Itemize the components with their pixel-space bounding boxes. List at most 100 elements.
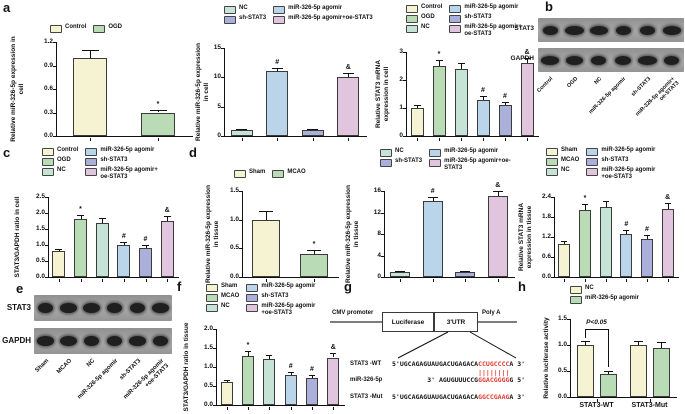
y-axis-title-text: STAT3/GAPDH ratio in tissue bbox=[183, 322, 191, 412]
y-tick-mark bbox=[239, 219, 242, 221]
y-axis-title-text: Relative miR-326-5p expression in cell bbox=[10, 36, 25, 142]
y-axis-title-text: Relative luciferase activity bbox=[543, 317, 551, 399]
legend-swatch-purple bbox=[224, 16, 236, 24]
legend: Control OGD bbox=[50, 24, 122, 33]
bar bbox=[252, 219, 280, 277]
plot-area bbox=[242, 191, 339, 278]
legend-item: miR-326-5p agomir bbox=[449, 4, 522, 13]
legend-item: miR-326-5p agomir bbox=[429, 148, 520, 157]
legend-label: sh-STAT3 bbox=[464, 14, 492, 20]
y-tick-mark bbox=[45, 213, 48, 214]
bar bbox=[139, 248, 152, 277]
x-tick-mark bbox=[596, 398, 598, 402]
legend-item: miR-326-5p agomir +oe-STAT3 bbox=[586, 167, 655, 181]
y-tick-mark bbox=[221, 136, 224, 137]
legend-label: miR-326-5p agomir+ oe-STAT3 bbox=[100, 167, 158, 181]
y-tick-label: 0.5 bbox=[35, 257, 45, 264]
legend-label: NC bbox=[395, 148, 404, 154]
legend-item: miR-326-5p agomir+oe-STAT3 bbox=[429, 158, 520, 172]
blot-band bbox=[542, 25, 558, 35]
bar bbox=[487, 196, 508, 277]
x-tick-mark bbox=[417, 137, 418, 141]
blot-band bbox=[153, 336, 168, 346]
y-tick-mark bbox=[381, 255, 384, 257]
bar bbox=[498, 105, 512, 136]
y-tick-mark bbox=[403, 108, 406, 109]
legend-swatch-blue bbox=[246, 284, 259, 292]
legend-item: OGD bbox=[93, 24, 122, 33]
x-tick-mark bbox=[585, 278, 586, 282]
legend-label: Control bbox=[65, 24, 87, 30]
bar bbox=[230, 130, 253, 136]
bracket-line bbox=[585, 329, 608, 331]
bracket-left-stem bbox=[585, 329, 586, 339]
legend-swatch-cream bbox=[234, 170, 246, 178]
error-bar-stem bbox=[80, 214, 82, 220]
legend-item: NC bbox=[42, 167, 78, 181]
y-tick-label: 5 bbox=[217, 102, 221, 110]
blot-strip-gapdh bbox=[538, 48, 684, 72]
sig-marker: * bbox=[156, 101, 160, 109]
legend-label: Control bbox=[57, 147, 79, 153]
x-tick-mark bbox=[505, 137, 506, 141]
legend-label: miR-326-5p agomir+ oe-STAT3 bbox=[464, 24, 522, 38]
y-tick-mark bbox=[53, 42, 56, 43]
sig-marker: & bbox=[665, 194, 671, 201]
blot-band bbox=[130, 303, 145, 313]
legend-swatch-cream bbox=[406, 5, 418, 13]
legend-swatch-blue bbox=[273, 6, 286, 14]
legend-item: MCAO bbox=[272, 169, 306, 178]
y-tick-label: 2 bbox=[399, 76, 403, 83]
legend-label: sh-STAT3 bbox=[239, 15, 267, 21]
sequence-text: 3' AGUGUUUCCGGGACGGGGG 5' bbox=[392, 377, 525, 384]
blot-band bbox=[662, 25, 682, 35]
legend-item: sh-STAT3 bbox=[380, 158, 422, 172]
legend-label: MCAO bbox=[221, 293, 240, 299]
bar bbox=[73, 57, 107, 136]
bar bbox=[117, 245, 131, 277]
bar bbox=[95, 222, 109, 277]
sequence-row-label: STAT3 -WT bbox=[350, 361, 382, 367]
plot-area bbox=[554, 197, 679, 278]
error-bar-stem bbox=[312, 375, 313, 379]
legend-label: miR-326-5p agomir bbox=[261, 283, 316, 289]
y-tick-label: 12 bbox=[373, 208, 381, 216]
y-tick-mark bbox=[381, 212, 384, 214]
sequence-row-label: miR-326-5p bbox=[350, 377, 383, 383]
chart-c: Control OGD NC miR-326-5p agomir sh-STAT3 miR… bbox=[8, 147, 184, 283]
sequence-seed-red: |||||||| bbox=[478, 369, 510, 377]
blot-band bbox=[615, 25, 631, 35]
bar bbox=[558, 243, 571, 277]
x-tick-mark bbox=[647, 278, 648, 282]
error-bar-stem bbox=[167, 216, 169, 221]
legend-swatch-blue bbox=[449, 5, 462, 13]
legend-swatch-pink bbox=[429, 159, 442, 167]
y-axis-title-text: Relative STAT3 mRNA expression in cell bbox=[375, 59, 390, 129]
y-axis-title-text: Relative miR-326-5p expression in tissue bbox=[205, 185, 220, 283]
legend-label: OGD bbox=[108, 24, 122, 30]
error-bar-stem bbox=[226, 380, 228, 383]
bar bbox=[579, 210, 591, 277]
y-tick-label: 1.5 bbox=[229, 187, 239, 194]
y-tick-mark bbox=[567, 345, 570, 346]
x-group-label: STAT3-Mut bbox=[631, 402, 668, 409]
x-tick-mark bbox=[123, 278, 125, 282]
error-bar-stem bbox=[667, 203, 669, 209]
blot-band bbox=[565, 25, 584, 35]
legend-label: Sham bbox=[561, 147, 578, 153]
legend-swatch-blue bbox=[85, 148, 98, 156]
error-bar-stem bbox=[348, 73, 350, 77]
legend-swatch-pink bbox=[586, 168, 599, 176]
y-tick-mark bbox=[239, 191, 242, 192]
y-tick-mark bbox=[53, 136, 56, 137]
x-tick-mark bbox=[145, 278, 147, 282]
blot-row-label: STAT3 bbox=[514, 25, 534, 32]
y-tick-mark bbox=[53, 65, 56, 67]
y-tick-mark bbox=[213, 348, 216, 349]
y-tick-label: 0.0 bbox=[35, 273, 45, 280]
legend-label: NC bbox=[239, 5, 248, 11]
x-tick-mark bbox=[497, 278, 499, 282]
y-tick-label: 1.5 bbox=[557, 315, 567, 322]
legend-label: OGD bbox=[57, 157, 71, 163]
error-bar-stem bbox=[290, 371, 292, 375]
